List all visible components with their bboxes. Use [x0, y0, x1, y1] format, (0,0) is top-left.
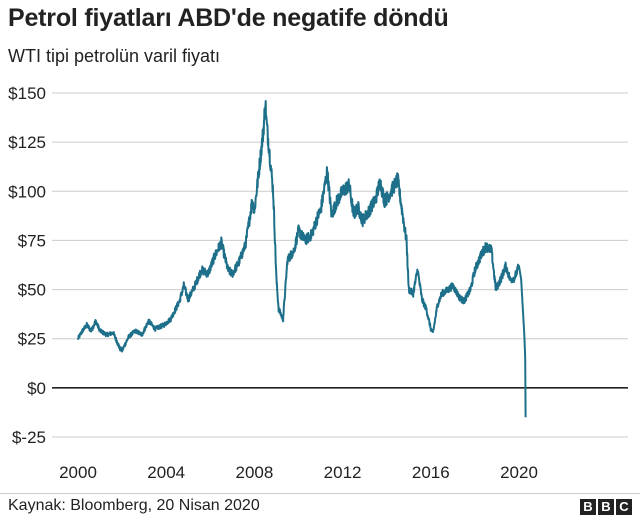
line-chart: $150 $125 $100 $75 $50 $25 $0 $-25 2000 2004 2008… [8, 84, 628, 482]
y-tick-label: $125 [8, 133, 46, 152]
y-tick-label: $150 [8, 84, 46, 103]
logo-letter-b1: B [580, 499, 596, 515]
bbc-logo: B B C [580, 499, 632, 515]
x-tick-label: 2016 [412, 463, 450, 482]
x-tick-label: 2004 [147, 463, 185, 482]
y-tick-label: $100 [8, 182, 46, 201]
grid-layer [52, 92, 628, 438]
x-tick-label: 2012 [324, 463, 362, 482]
series-line-wti [77, 100, 527, 418]
y-tick-label: $75 [18, 231, 46, 250]
y-tick-label: $-25 [12, 428, 46, 447]
chart-subtitle: WTI tipi petrolün varil fiyatı [8, 46, 221, 66]
series-layer [77, 100, 527, 418]
x-tick-label: 2008 [235, 463, 273, 482]
x-tick-label: 2020 [500, 463, 538, 482]
source-note: Kaynak: Bloomberg, 20 Nisan 2020 [8, 497, 260, 514]
y-tick-label: $25 [18, 330, 46, 349]
y-tick-label: $0 [27, 379, 46, 398]
y-tick-label: $50 [18, 281, 46, 300]
y-axis-labels: $150 $125 $100 $75 $50 $25 $0 $-25 [8, 84, 46, 447]
chart-title: Petrol fiyatları ABD'de negatife döndü [8, 4, 449, 32]
logo-letter-b2: B [598, 499, 614, 515]
x-tick-label: 2000 [59, 463, 97, 482]
x-axis-labels: 2000 2004 2008 2012 2016 2020 [59, 463, 538, 482]
footer-divider [0, 493, 640, 494]
logo-letter-c: C [616, 499, 632, 515]
